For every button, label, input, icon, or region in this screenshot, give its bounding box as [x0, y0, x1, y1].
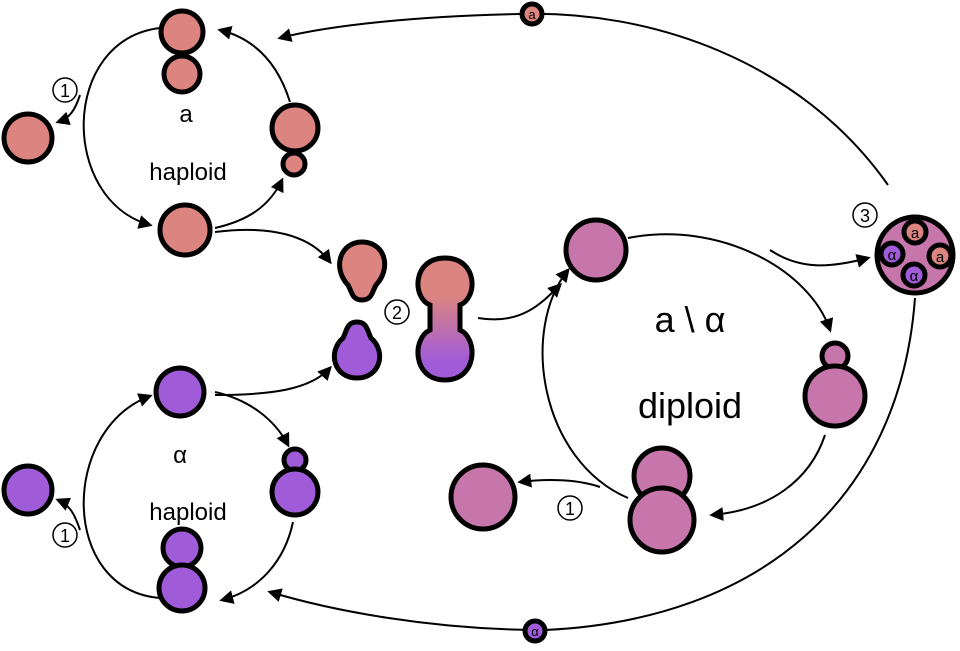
step-number: 1 [60, 81, 70, 101]
spore-alpha: α [878, 240, 906, 268]
diploid-released-cell [448, 462, 518, 532]
a-dividing-cell [158, 8, 206, 95]
alpha-spore-arrow [267, 297, 916, 632]
cycle-arrow [82, 27, 161, 229]
a-spore-arrow [277, 12, 889, 186]
alpha-budding-cell [269, 446, 321, 518]
diploid-mating-type-label: a \ α [655, 299, 726, 340]
cycle-arrow [709, 434, 826, 522]
zygote-arrow [477, 283, 562, 321]
spore-return: a α [267, 1, 916, 644]
a-shmoo-cell [337, 239, 388, 303]
cycle-arrow [214, 391, 290, 448]
a-budding-cell [269, 102, 321, 178]
sporulation-arrow [769, 249, 871, 268]
cycle-arrow [217, 25, 291, 103]
spore-alpha: α [900, 261, 928, 289]
step-marker [384, 299, 410, 325]
mating-arrow [214, 365, 332, 396]
step-number: 2 [392, 303, 402, 323]
alpha-haploid-cycle: α haploid 1 [1, 365, 321, 614]
diploid-ploidy-label: diploid [638, 385, 742, 426]
step-number: 1 [60, 526, 70, 546]
step-number: 3 [860, 206, 870, 226]
svg-text:a: a [911, 225, 920, 242]
a-spore: a [519, 1, 545, 27]
alpha-ploidy-label: haploid [149, 499, 226, 526]
alpha-dividing-cell [156, 526, 208, 614]
cycle-arrow [541, 267, 629, 499]
svg-text:α: α [910, 268, 919, 285]
zygote [415, 255, 475, 383]
alpha-spore: α [522, 618, 548, 644]
release-arrow [55, 94, 81, 126]
step-number: 1 [565, 499, 575, 519]
step-marker [557, 495, 583, 521]
spore-a: a [926, 242, 954, 270]
alpha-shmoo-cell [331, 319, 383, 381]
cycle-arrow [627, 233, 834, 333]
svg-text:a: a [528, 7, 536, 22]
diploid-budding-cell [802, 340, 868, 429]
svg-text:α: α [531, 624, 539, 639]
step-marker [852, 202, 878, 228]
mating-arrow [214, 228, 332, 265]
cycle-arrow [214, 177, 284, 229]
release-arrow [55, 497, 81, 531]
cycle-arrow [219, 521, 294, 604]
a-released-cell [1, 111, 55, 165]
alpha-cell [153, 365, 207, 419]
alpha-released-cell [1, 463, 55, 517]
diploid-cell [563, 217, 629, 283]
cycle-arrow [82, 393, 161, 599]
release-arrow [517, 473, 601, 488]
step-marker [52, 522, 78, 548]
spore-a: a [901, 218, 929, 246]
a-haploid-cycle: a haploid 1 [1, 8, 321, 258]
a-ploidy-label: haploid [149, 159, 226, 186]
a-cell [157, 202, 213, 258]
svg-text:a: a [936, 249, 945, 266]
a-mating-type-label: a [179, 101, 193, 128]
diploid-cycle: a \ α diploid 1 [448, 217, 871, 555]
mating: 2 [214, 228, 562, 396]
svg-text:α: α [888, 247, 897, 264]
step-marker [52, 77, 78, 103]
diploid-dividing-cell [627, 445, 697, 555]
ascus: 3 a a α α [852, 202, 956, 296]
alpha-mating-type-label: α [173, 442, 187, 469]
